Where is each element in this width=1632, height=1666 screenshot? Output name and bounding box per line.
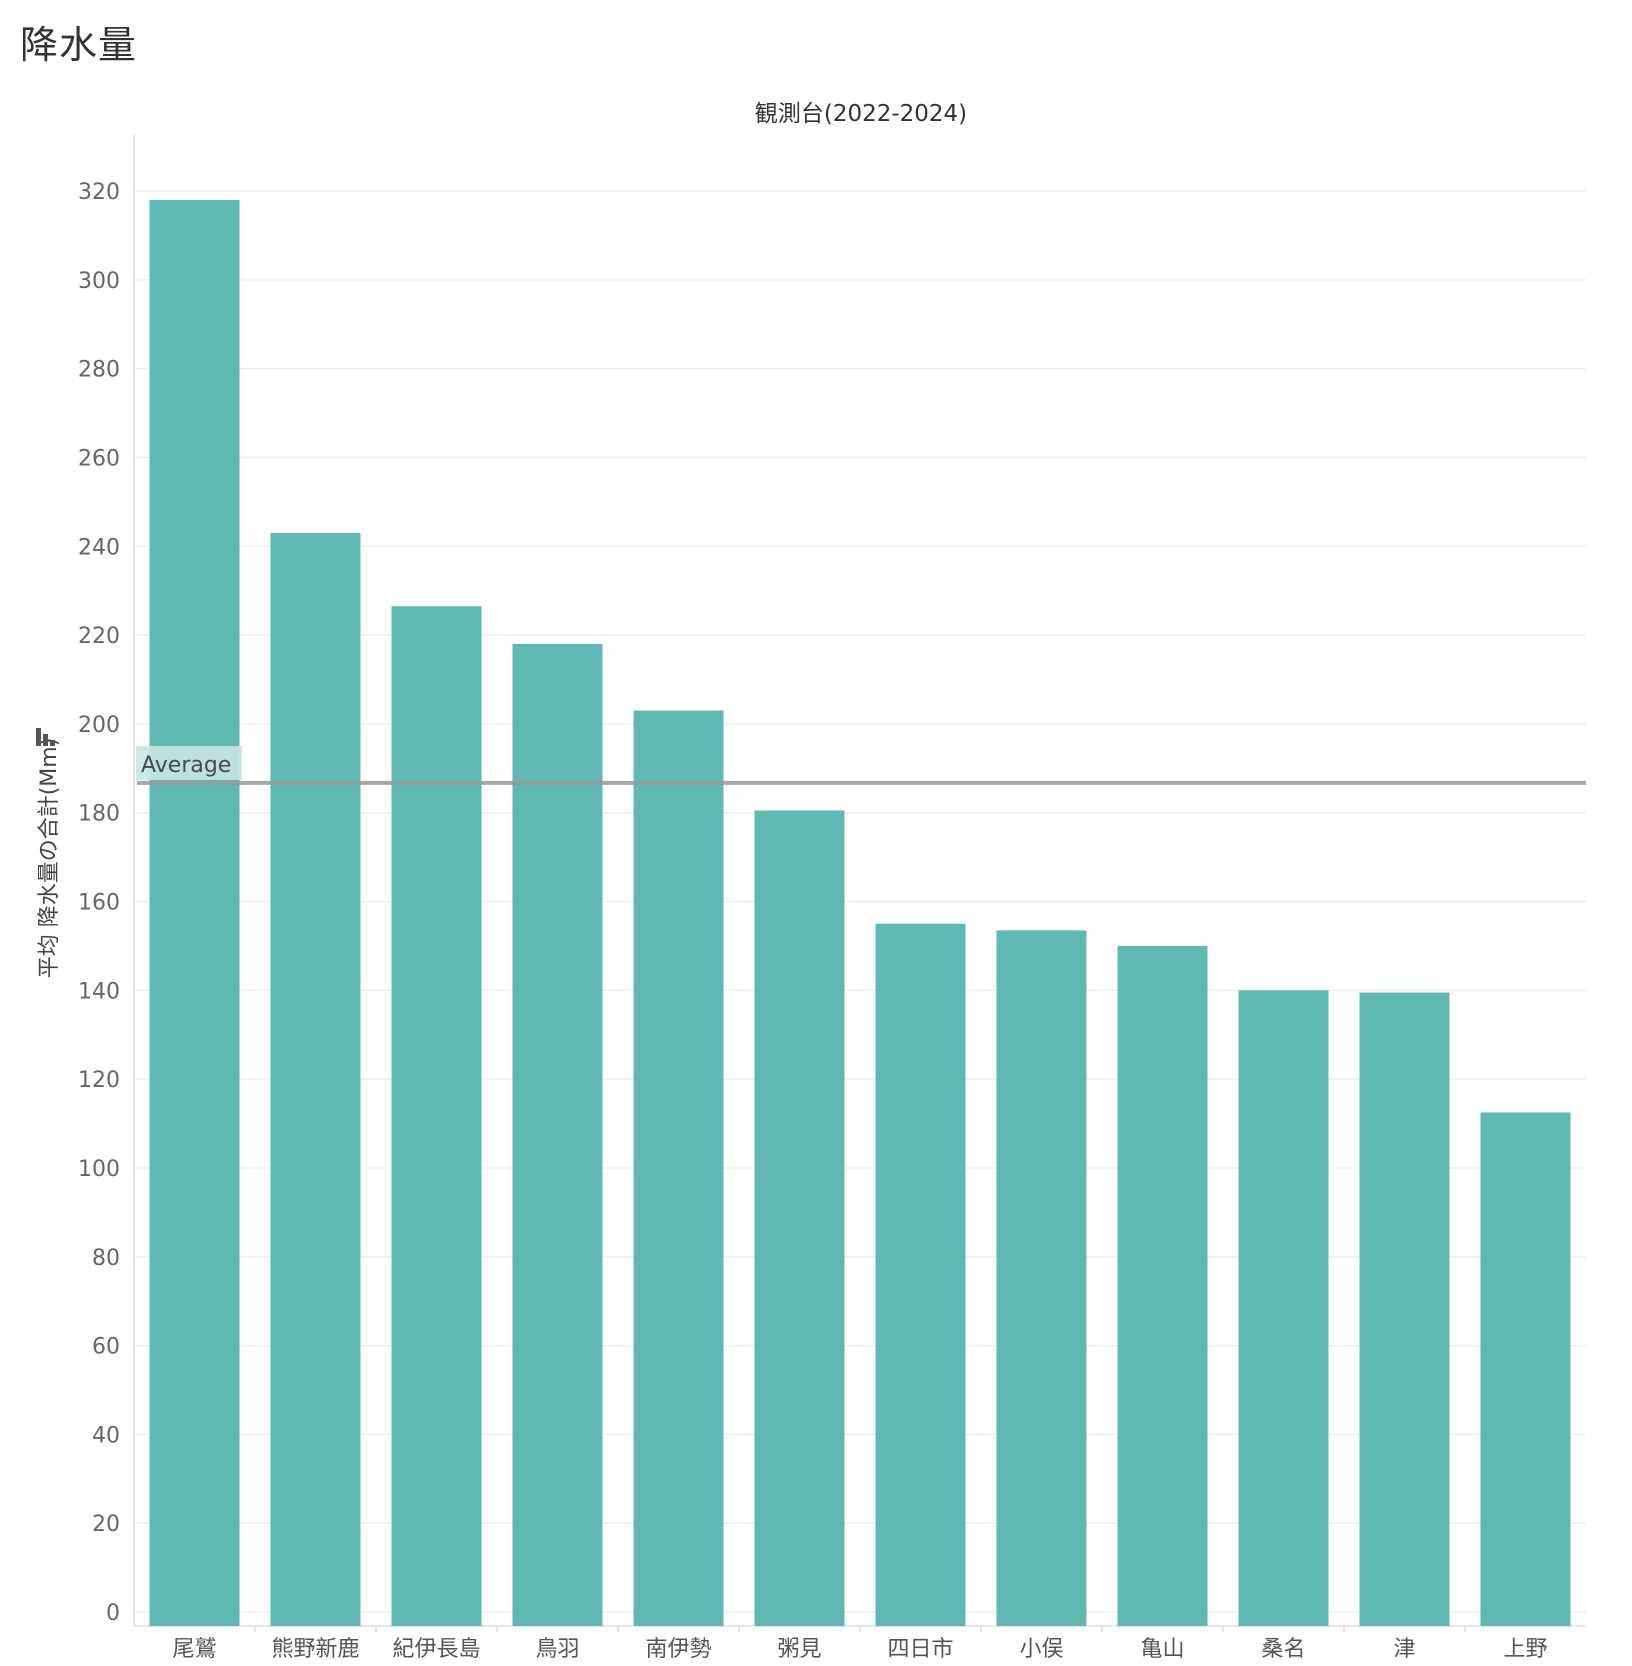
y-tick-label: 40	[92, 1423, 120, 1448]
y-tick-label: 220	[78, 624, 120, 649]
y-tick-label: 280	[78, 358, 120, 383]
y-tick-label: 140	[78, 979, 120, 1004]
bar[interactable]	[633, 710, 724, 1626]
x-tick-label: 亀山	[1140, 1637, 1184, 1662]
y-axis-ticks: 0 20 40 60 80 100 120 140 160 180 200 220 240 260 280 3…	[78, 180, 120, 1626]
bar[interactable]	[1480, 1112, 1571, 1626]
x-tick-label: 四日市	[887, 1637, 953, 1662]
x-tick-label: 尾鷲	[172, 1637, 216, 1662]
y-tick-label: 100	[78, 1157, 120, 1182]
x-tick-label: 熊野新鹿	[271, 1637, 359, 1662]
y-tick-label: 320	[78, 180, 120, 205]
y-tick-label: 160	[78, 891, 120, 916]
y-tick-label: 260	[78, 446, 120, 471]
x-tick-label: 南伊勢	[645, 1637, 711, 1662]
x-tick-label: 桑名	[1261, 1637, 1305, 1662]
chart-title: 観測台(2022-2024)	[755, 101, 967, 127]
bar[interactable]	[270, 532, 361, 1626]
bar[interactable]	[1359, 992, 1450, 1626]
sort-descending-icon[interactable]	[36, 728, 55, 746]
bar[interactable]	[149, 199, 240, 1627]
y-tick-label: 240	[78, 535, 120, 560]
y-tick-label: 300	[78, 269, 120, 294]
bar[interactable]	[391, 606, 482, 1626]
y-axis-title: 平均 降水量の合計(Mm)	[37, 738, 62, 979]
y-tick-label: 0	[106, 1601, 120, 1626]
bar[interactable]	[996, 930, 1087, 1626]
page-title: 降水量	[20, 23, 138, 67]
x-axis-labels: 尾鷲 熊野新鹿 紀伊長島 鳥羽 南伊勢 粥見 四日市 小俣 亀山 桑名 津 上野	[172, 1626, 1548, 1662]
bar[interactable]	[754, 810, 845, 1626]
y-tick-label: 200	[78, 713, 120, 738]
y-tick-label: 20	[92, 1512, 120, 1537]
reference-label-background	[136, 745, 242, 780]
y-axis-title-group: 平均 降水量の合計(Mm)	[36, 728, 62, 978]
y-tick-label: 120	[78, 1068, 120, 1093]
bars	[149, 199, 1571, 1627]
reference-line-label: Average	[141, 753, 231, 778]
x-tick-label: 紀伊長島	[392, 1637, 480, 1662]
bar[interactable]	[1238, 990, 1329, 1626]
bar[interactable]	[875, 923, 966, 1626]
bar[interactable]	[512, 643, 603, 1626]
x-tick-label: 津	[1393, 1637, 1415, 1662]
bar[interactable]	[1117, 945, 1208, 1626]
y-tick-label: 80	[92, 1246, 120, 1271]
y-tick-label: 180	[78, 802, 120, 827]
reference-line-group: Average	[136, 745, 1586, 785]
y-tick-label: 60	[92, 1335, 120, 1360]
x-tick-label: 上野	[1503, 1637, 1547, 1662]
x-tick-label: 鳥羽	[535, 1637, 579, 1662]
x-tick-label: 小俣	[1019, 1637, 1063, 1662]
x-tick-label: 粥見	[777, 1637, 821, 1662]
